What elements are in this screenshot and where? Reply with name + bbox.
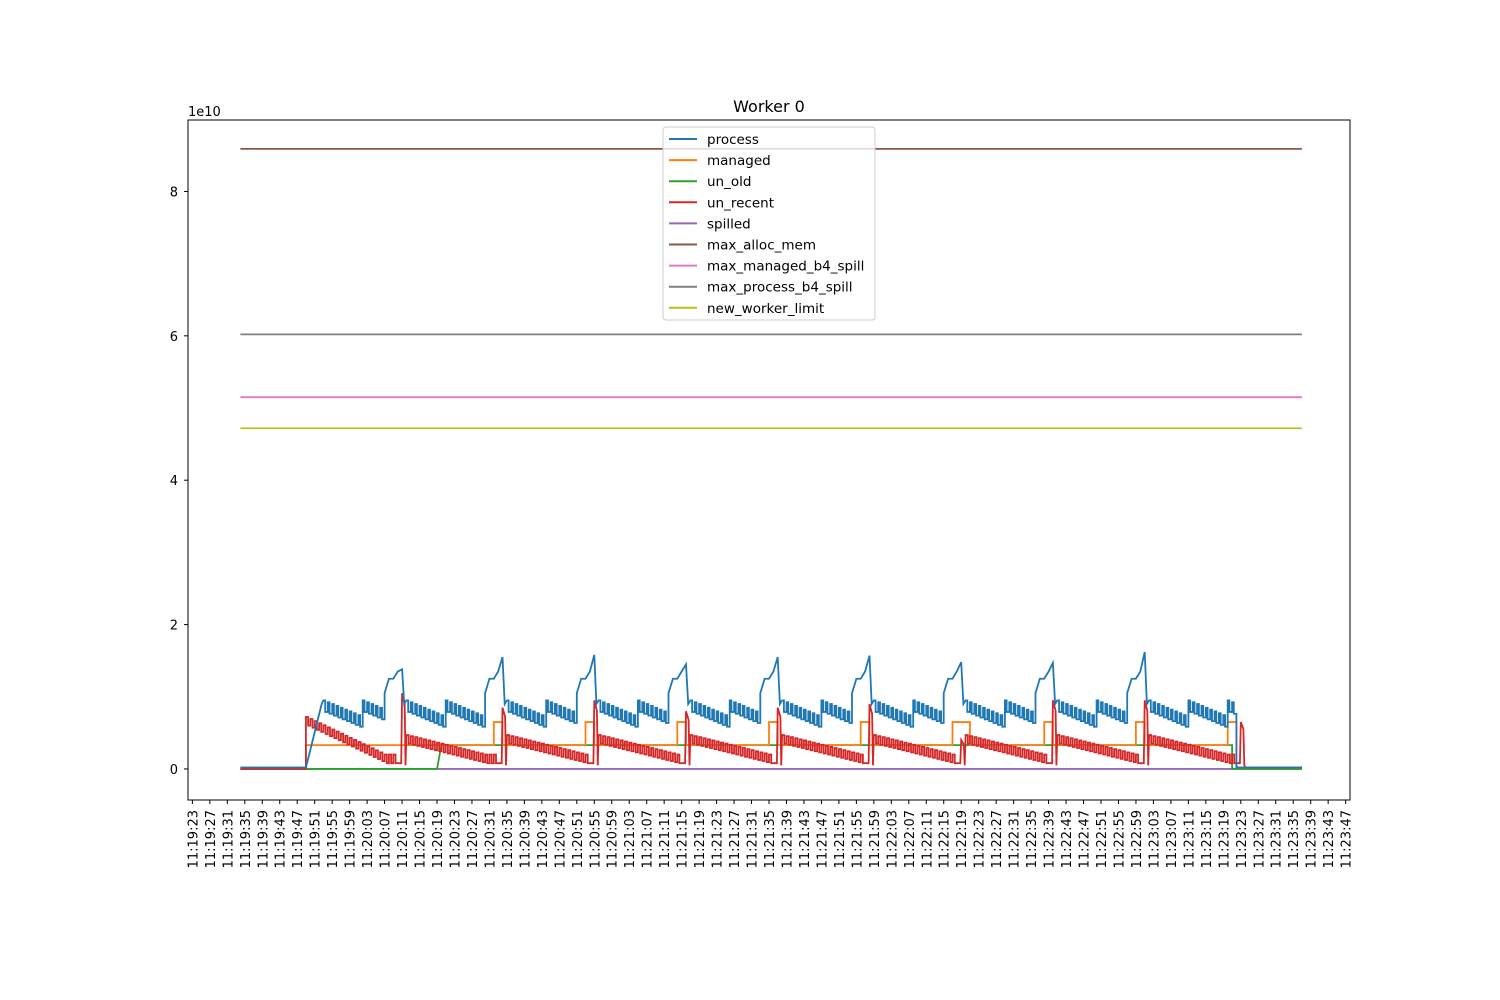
x-tick-label: 11:21:07 <box>641 810 656 868</box>
x-tick-label: 11:20:27 <box>466 810 481 868</box>
x-tick-label: 11:19:51 <box>309 810 324 868</box>
x-tick-label: 11:20:51 <box>571 810 586 868</box>
x-tick-label: 11:22:11 <box>920 810 935 868</box>
legend-label: max_managed_b4_spill <box>707 259 864 275</box>
x-tick-label: 11:23:19 <box>1217 810 1232 868</box>
x-tick-label: 11:20:59 <box>606 810 621 868</box>
x-tick-label: 11:22:23 <box>973 810 988 868</box>
legend-label: spilled <box>707 216 751 232</box>
legend-label: un_recent <box>707 195 774 211</box>
x-tick-label: 11:22:31 <box>1008 810 1023 868</box>
x-tick-label: 11:19:59 <box>344 810 359 868</box>
x-tick-label: 11:21:51 <box>833 810 848 868</box>
x-tick-label: 11:21:11 <box>658 810 673 868</box>
x-tick-label: 11:22:15 <box>938 810 953 868</box>
x-tick-label: 11:20:11 <box>396 810 411 868</box>
legend-box <box>662 126 876 321</box>
x-tick-label: 11:22:35 <box>1025 810 1040 868</box>
x-tick-label: 11:23:35 <box>1287 810 1302 868</box>
legend-label: un_old <box>707 174 751 190</box>
x-tick-label: 11:19:35 <box>239 810 254 868</box>
x-tick-label: 11:22:55 <box>1112 810 1127 868</box>
x-tick-label: 11:21:19 <box>693 810 708 868</box>
axes-frame <box>187 119 1351 801</box>
x-tick-label: 11:20:23 <box>448 810 463 868</box>
x-tick-label: 11:20:55 <box>588 810 603 868</box>
legend-label: max_alloc_mem <box>707 238 816 254</box>
x-tick-label: 11:21:31 <box>746 810 761 868</box>
x-tick-label: 11:20:43 <box>536 810 551 868</box>
x-tick-label: 11:23:39 <box>1305 810 1320 868</box>
series-line-un_recent <box>240 692 1302 770</box>
legend-label: new_worker_limit <box>707 301 824 317</box>
y-tick-label: 2 <box>170 619 178 634</box>
x-tick-label: 11:23:47 <box>1340 810 1355 868</box>
x-tick-label: 11:22:43 <box>1060 810 1075 868</box>
x-tick-label: 11:22:51 <box>1095 810 1110 868</box>
x-tick-label: 11:19:47 <box>291 810 306 868</box>
x-tick-label: 11:23:23 <box>1235 810 1250 868</box>
x-tick-label: 11:21:35 <box>763 810 778 868</box>
x-tick-label: 11:23:03 <box>1147 810 1162 868</box>
x-tick-label: 11:19:23 <box>186 810 201 868</box>
x-tick-label: 11:22:27 <box>990 810 1005 868</box>
y-tick-label: 6 <box>170 330 178 345</box>
x-tick-label: 11:20:47 <box>553 810 568 868</box>
series-line-process <box>240 651 1302 769</box>
y-tick-label: 4 <box>170 474 178 489</box>
x-tick-label: 11:22:19 <box>955 810 970 868</box>
x-tick-label: 11:20:07 <box>379 810 394 868</box>
x-tick-label: 11:21:43 <box>798 810 813 868</box>
x-tick-label: 11:21:03 <box>623 810 638 868</box>
x-tick-label: 11:20:35 <box>501 810 516 868</box>
x-tick-label: 11:22:47 <box>1078 810 1093 868</box>
x-tick-label: 11:19:27 <box>204 810 219 868</box>
legend-label: process <box>707 132 759 148</box>
x-tick-label: 11:20:31 <box>483 810 498 868</box>
x-tick-label: 11:21:55 <box>850 810 865 868</box>
y-axis: 0 2 4 6 8 <box>170 185 188 778</box>
x-tick-label: 11:21:47 <box>815 810 830 868</box>
x-tick-label: 11:23:07 <box>1165 810 1180 868</box>
x-tick-label: 11:21:27 <box>728 810 743 868</box>
y-tick-label: 0 <box>170 763 178 778</box>
x-tick-label: 11:21:39 <box>780 810 795 868</box>
y-axis-offset-label: 1e10 <box>188 105 221 120</box>
x-tick-label: 11:19:43 <box>274 810 289 868</box>
x-tick-label: 11:22:59 <box>1130 810 1145 868</box>
x-tick-label: 11:20:15 <box>414 810 429 868</box>
x-tick-label: 11:21:15 <box>676 810 691 868</box>
x-tick-label: 11:23:43 <box>1322 810 1337 868</box>
x-tick-label: 11:22:07 <box>903 810 918 868</box>
y-tick-label: 8 <box>170 185 178 200</box>
x-tick-label: 11:19:55 <box>326 810 341 868</box>
chart-title: Worker 0 <box>733 97 805 116</box>
x-tick-label: 11:21:59 <box>868 810 883 868</box>
x-tick-label: 11:20:03 <box>361 810 376 868</box>
x-tick-label: 11:22:03 <box>885 810 900 868</box>
x-tick-label: 11:23:27 <box>1252 810 1267 868</box>
x-axis: 11:19:23 11:19:27 11:19:31 11:19:35 11:19:39… <box>186 800 1355 868</box>
x-tick-label: 11:22:39 <box>1043 810 1058 868</box>
x-tick-label: 11:19:31 <box>221 810 236 868</box>
legend-label: managed <box>707 153 771 169</box>
x-tick-label: 11:21:23 <box>711 810 726 868</box>
x-tick-label: 11:19:39 <box>256 810 271 868</box>
x-tick-label: 11:20:19 <box>431 810 446 868</box>
x-tick-label: 11:23:31 <box>1270 810 1285 868</box>
legend-label: max_process_b4_spill <box>707 280 853 296</box>
x-tick-label: 11:23:11 <box>1182 810 1197 868</box>
plot-area <box>240 147 1302 770</box>
x-tick-label: 11:23:15 <box>1200 810 1215 868</box>
x-tick-label: 11:20:39 <box>518 810 533 868</box>
